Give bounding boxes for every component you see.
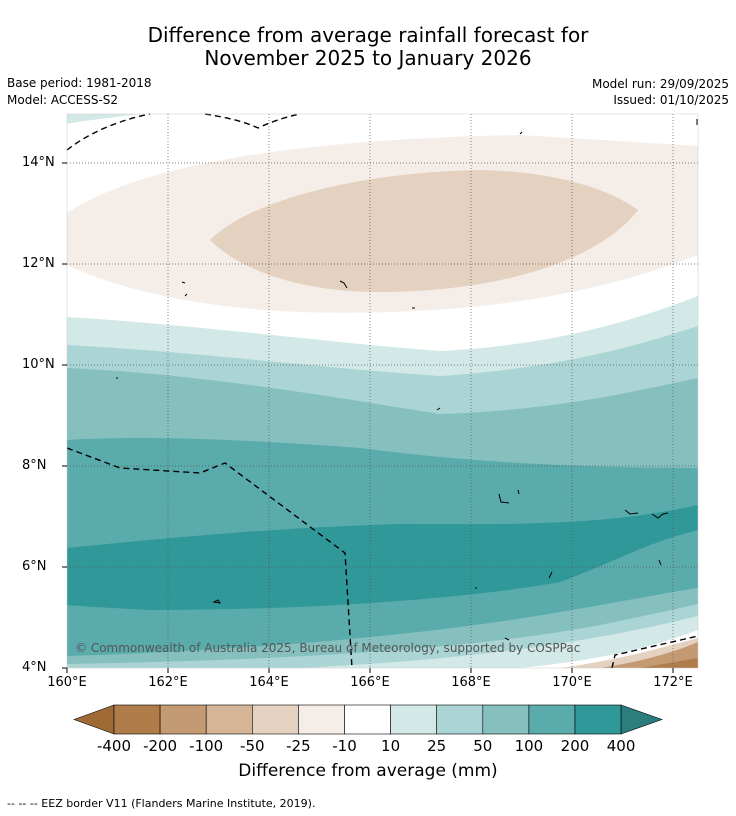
- colorbar-tick-label: 10: [381, 737, 401, 755]
- colorbar-tick-label: -100: [189, 737, 224, 755]
- lon-label-170e: 170°E: [552, 675, 592, 690]
- chart-title-line1: Difference from average rainfall forecas…: [147, 23, 589, 47]
- colorbar: [73, 704, 663, 735]
- lat-label-10n: 10°N: [22, 357, 55, 372]
- colorbar-tick-label: -25: [286, 737, 311, 755]
- colorbar-tick-label: -50: [240, 737, 265, 755]
- chart-title-line2: November 2025 to January 2026: [204, 46, 532, 70]
- lon-label-160e: 160°E: [47, 675, 87, 690]
- colorbar-extend-high: [620, 704, 663, 735]
- lon-label-172e: 172°E: [653, 675, 693, 690]
- issued-date: Issued: 01/10/2025: [613, 93, 729, 107]
- contour-wet-200: [67, 505, 698, 610]
- lon-label-168e: 168°E: [451, 675, 491, 690]
- copyright-notice: © Commonwealth of Australia 2025, Bureau…: [75, 641, 581, 655]
- lat-label-4n: 4°N: [22, 660, 47, 675]
- lat-label-6n: 6°N: [22, 559, 47, 574]
- rainfall-contours: [67, 114, 698, 668]
- lat-label-8n: 8°N: [22, 458, 47, 473]
- colorbar-tick-label: -10: [332, 737, 357, 755]
- colorbar-tick-label: 100: [514, 737, 544, 755]
- contour-dry-50: [210, 170, 638, 292]
- colorbar-extend-low: [73, 704, 115, 735]
- graticule: [67, 114, 698, 668]
- colorbar-segment: [528, 704, 576, 735]
- colorbar-segment: [159, 704, 207, 735]
- colorbar-tick-label: -400: [96, 737, 132, 755]
- lon-label-166e: 166°E: [350, 675, 390, 690]
- colorbar-segment: [482, 704, 530, 735]
- colorbar-title: Difference from average (mm): [238, 761, 498, 781]
- islands: [116, 119, 698, 641]
- colorbar-segment: [113, 704, 161, 735]
- lat-label-12n: 12°N: [22, 256, 55, 271]
- colorbar-segment: [390, 704, 438, 735]
- colorbar-tick-label: 25: [427, 737, 447, 755]
- lon-label-162e: 162°E: [148, 675, 188, 690]
- model-name: Model: ACCESS-S2: [7, 93, 119, 107]
- colorbar-tick-label: 400: [606, 737, 636, 755]
- colorbar-segment: [344, 704, 391, 735]
- colorbar-segment: [205, 704, 253, 735]
- colorbar-segment: [574, 704, 622, 735]
- axis-ticks: [62, 162, 674, 673]
- eez-borders: [66, 113, 699, 669]
- lon-label-164e: 164°E: [249, 675, 289, 690]
- eez-legend-footer: -- -- -- EEZ border V11 (Flanders Marine…: [7, 797, 316, 810]
- colorbar-tick-label: 200: [560, 737, 590, 755]
- colorbar-tick-label: 50: [473, 737, 493, 755]
- colorbar-segment: [252, 704, 299, 735]
- colorbar-tick-label: -200: [143, 737, 178, 755]
- colorbar-segment: [298, 704, 345, 735]
- lat-label-14n: 14°N: [22, 155, 55, 170]
- model-run: Model run: 29/09/2025: [591, 77, 729, 91]
- colorbar-segment: [436, 704, 484, 735]
- base-period: Base period: 1981-2018: [7, 76, 152, 90]
